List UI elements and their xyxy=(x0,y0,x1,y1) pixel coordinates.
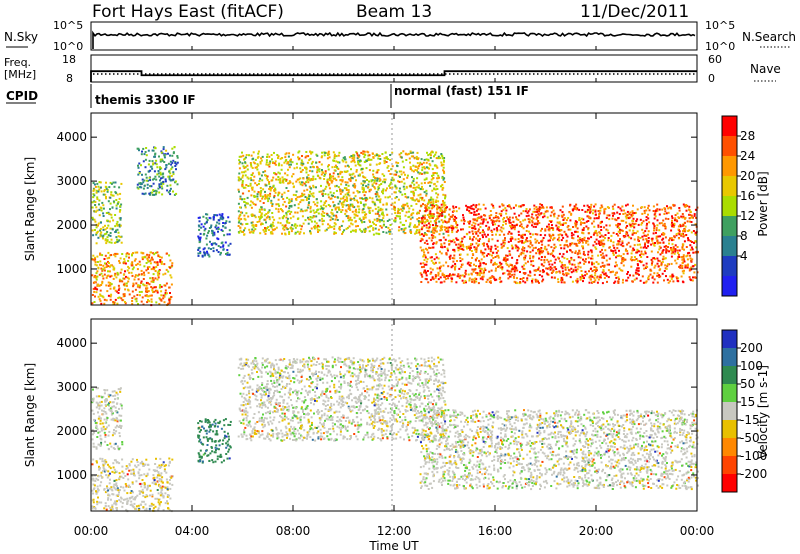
velocity-cbar-tick-1: 100 xyxy=(740,359,763,373)
velocity-cbar-tick-0: 200 xyxy=(740,341,763,355)
x-tick-0: 00:00 xyxy=(74,524,109,538)
cpid-panel: CPID themis 3300 IF normal (fast) 151 IF xyxy=(6,84,529,108)
freq-label: Freq. xyxy=(4,56,31,69)
station-title: Fort Hays East (fitACF) xyxy=(92,2,284,22)
power-ylabel: Slant Range [km] xyxy=(23,157,37,261)
nave-label: Nave xyxy=(750,62,781,76)
power-cbar-tick-5: 8 xyxy=(740,229,748,243)
velocity-colorbar-label: Velocity [m s-1] xyxy=(756,365,770,459)
velocity-panel: 1000 2000 3000 4000 Slant Range [km] xyxy=(23,318,699,513)
nsky-label: N.Sky xyxy=(4,30,38,44)
power-colorbar-label: Power [dB] xyxy=(756,171,770,236)
beam-title: Beam 13 xyxy=(356,2,432,22)
power-echo-late-band xyxy=(419,203,699,285)
power-ytick-4000: 4000 xyxy=(56,130,87,144)
velocity-ytick-1000: 1000 xyxy=(56,468,87,482)
velocity-cbar-tick-5: -50 xyxy=(740,431,760,445)
velocity-ylabel: Slant Range [km] xyxy=(23,363,37,467)
freq-tick-low: 8 xyxy=(66,72,73,85)
nave-tick-low: 0 xyxy=(708,72,715,85)
power-echo-patch-05h xyxy=(197,213,232,258)
power-echo-early-band xyxy=(91,181,123,245)
x-tick-5: 20:00 xyxy=(579,524,614,538)
power-echo-patch-03h xyxy=(136,146,179,196)
power-cbar-tick-4: 12 xyxy=(740,209,755,223)
velocity-ytick-4000: 4000 xyxy=(56,336,87,350)
power-ytick-2000: 2000 xyxy=(56,218,87,232)
velocity-colorbar: 200 100 50 15 -15 -50 -100 -200 xyxy=(721,329,767,493)
x-tick-2: 08:00 xyxy=(276,524,311,538)
velocity-echo-main-band xyxy=(237,356,447,442)
nsky-tick-high: 10^5 xyxy=(53,19,83,32)
x-tick-3: 12:00 xyxy=(377,524,412,538)
x-tick-1: 04:00 xyxy=(175,524,210,538)
velocity-ytick-3000: 3000 xyxy=(56,380,87,394)
freq-unit-label: [MHz] xyxy=(4,68,36,81)
velocity-cbar-tick-3: 15 xyxy=(740,395,755,409)
freq-panel: Freq. [MHz] 18 8 60 0 Nave xyxy=(4,53,781,85)
cpid-mode-1: themis 3300 IF xyxy=(95,93,196,107)
nsearch-tick-low: 10^0 xyxy=(705,40,735,53)
power-cbar-tick-3: 16 xyxy=(740,189,755,203)
cpid-mode-2: normal (fast) 151 IF xyxy=(394,84,529,98)
x-tick-6: 00:00 xyxy=(680,524,715,538)
velocity-echo-low-echo-1 xyxy=(91,457,174,513)
velocity-cbar-tick-4: -15 xyxy=(740,413,760,427)
power-cbar-tick-6: 4 xyxy=(740,249,748,263)
velocity-echo-patch-05h xyxy=(197,418,232,464)
velocity-cbar-tick-7: -200 xyxy=(740,467,767,481)
x-axis-label: Time UT xyxy=(368,539,419,553)
power-data xyxy=(91,146,699,307)
date-title: 11/Dec/2011 xyxy=(580,2,689,22)
noise-panel: N.Sky 10^5 10^0 10^5 10^0 N.Search xyxy=(4,19,796,53)
power-panel: 1000 2000 3000 4000 Slant Range [km] xyxy=(23,112,699,307)
velocity-cbar-tick-6: -100 xyxy=(740,449,767,463)
power-cbar-tick-1: 24 xyxy=(740,149,755,163)
nsearch-label: N.Search xyxy=(742,30,796,44)
power-cbar-tick-0: 28 xyxy=(740,129,755,143)
nsky-tick-low: 10^0 xyxy=(53,40,83,53)
power-ytick-1000: 1000 xyxy=(56,262,87,276)
x-axis: 00:00 04:00 08:00 12:00 16:00 20:00 00:00 xyxy=(74,46,715,538)
velocity-ytick-2000: 2000 xyxy=(56,424,87,438)
power-ytick-3000: 3000 xyxy=(56,174,87,188)
velocity-echo-late-band xyxy=(419,409,699,491)
cpid-label: CPID xyxy=(6,89,38,103)
velocity-echo-early-band xyxy=(91,387,124,451)
nave-tick-high: 60 xyxy=(708,53,722,66)
freq-tick-high: 18 xyxy=(62,53,76,66)
velocity-data xyxy=(91,356,699,513)
velocity-cbar-tick-2: 50 xyxy=(740,377,755,391)
power-cbar-tick-2: 20 xyxy=(740,169,755,183)
power-colorbar: 28 24 20 16 12 8 4 xyxy=(721,115,755,297)
power-echo-low-echo-1 xyxy=(91,251,174,307)
x-tick-4: 16:00 xyxy=(478,524,513,538)
nsearch-tick-high: 10^5 xyxy=(705,19,735,32)
power-echo-main-band xyxy=(237,150,447,236)
